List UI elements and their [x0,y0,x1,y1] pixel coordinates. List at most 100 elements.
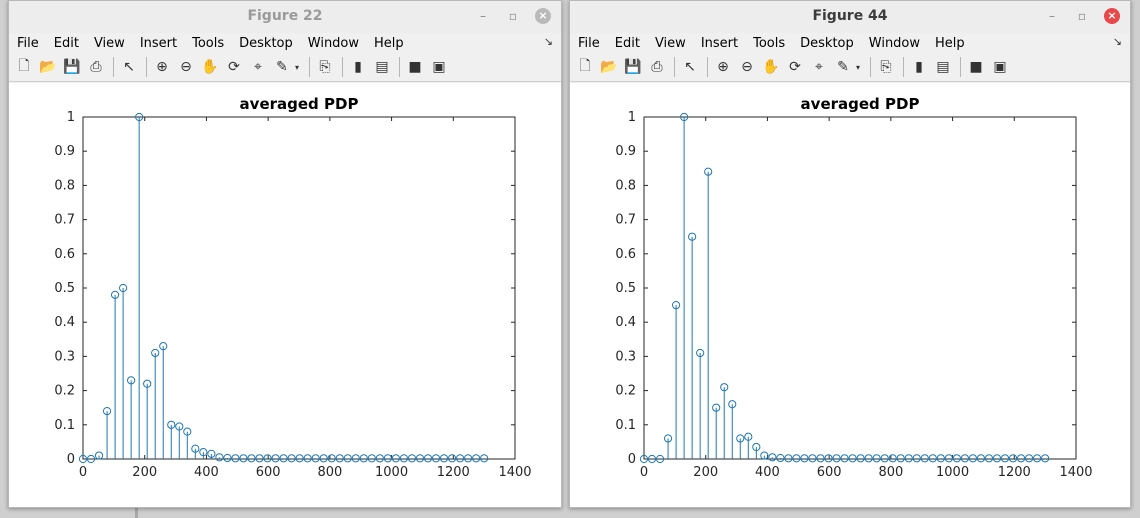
stem-marker [239,454,248,463]
brush-dropdown-icon[interactable]: ▾ [856,62,861,72]
data-cursor-icon[interactable]: ⌖ [815,59,823,75]
pointer-icon[interactable]: ↖ [123,59,135,75]
save-icon[interactable]: 💾 [63,59,81,75]
show-plot-tools-icon[interactable]: ▣ [432,59,446,75]
new-figure-icon[interactable]: 🗋 [579,58,591,74]
zoom-out-icon[interactable]: ⊖ [180,59,192,75]
figure-window-44[interactable]: Figure 44 – ▫ × File Edit View Insert To… [569,0,1131,508]
y-tick-label: 0.4 [615,315,636,330]
stem-marker [671,301,681,310]
menu-edit[interactable]: Edit [53,35,79,51]
figure-window-22[interactable]: Figure 22 – ▫ × File Edit View Insert To… [8,0,562,508]
link-plot-icon[interactable]: ⎘ [880,59,892,75]
pan-hand-icon[interactable]: ✋ [201,59,219,75]
colorbar-icon[interactable]: ▮ [354,59,362,75]
menu-help[interactable]: Help [374,35,404,51]
menu-desktop[interactable]: Desktop [239,35,293,51]
stem-marker [167,420,176,429]
menu-file[interactable]: File [17,35,39,51]
open-folder-icon[interactable]: 📂 [600,59,618,75]
rotate-3d-icon[interactable]: ⟳ [789,59,801,75]
x-tick-label: 600 [256,465,281,480]
hide-plot-tools-icon[interactable]: ■ [969,59,983,75]
stem-marker [375,454,384,463]
y-tick-label: 0.8 [54,178,75,193]
open-folder-icon[interactable]: 📂 [39,59,57,75]
stem-marker [480,454,489,463]
colorbar-icon[interactable]: ▮ [915,59,923,75]
stem-marker [143,379,152,388]
menu-view[interactable]: View [93,35,125,51]
minimize-icon[interactable]: – [480,9,486,23]
restore-icon[interactable]: ▫ [1077,9,1087,23]
stem-marker [231,454,240,463]
brush-dropdown-icon[interactable]: ▾ [295,62,300,72]
data-cursor-icon[interactable]: ⌖ [254,59,262,75]
save-icon[interactable]: 💾 [624,59,642,75]
menu-bar: File Edit View Insert Tools Desktop Wind… [570,33,1130,53]
stem-marker [920,454,929,463]
menu-file[interactable]: File [578,35,600,51]
new-figure-icon[interactable]: 🗋 [18,58,30,74]
stem-marker [367,454,376,463]
stem-marker [888,454,897,463]
brush-icon[interactable]: ✎ [276,59,288,75]
menu-desktop[interactable]: Desktop [800,35,854,51]
minimize-icon[interactable]: – [1049,9,1055,23]
figure-canvas[interactable]: averaged PDP 0 200 400 600 800 1000 1200 1400 0 0.… [570,83,1130,507]
pan-hand-icon[interactable]: ✋ [762,59,780,75]
zoom-out-icon[interactable]: ⊖ [741,59,753,75]
rotate-3d-icon[interactable]: ⟳ [228,59,240,75]
menu-edit[interactable]: Edit [614,35,640,51]
menu-insert[interactable]: Insert [700,35,739,51]
hide-plot-tools-icon[interactable]: ■ [408,59,422,75]
legend-icon[interactable]: ▤ [375,59,389,75]
restore-icon[interactable]: ▫ [508,9,518,23]
figure-canvas[interactable]: averaged PDP 0 200 400 600 800 1000 1200 1400 0 0.… [9,83,561,507]
stem-marker [247,454,256,463]
brush-icon[interactable]: ✎ [837,59,849,75]
zoom-in-icon[interactable]: ⊕ [717,59,729,75]
menu-window[interactable]: Window [868,35,921,51]
stem-marker [311,454,320,463]
close-icon[interactable]: × [1104,8,1120,24]
title-bar[interactable]: Figure 44 – ▫ × [570,1,1130,33]
dock-icon[interactable]: ↘ [543,35,553,48]
legend-icon[interactable]: ▤ [936,59,950,75]
y-tick-label: 0 [67,452,75,467]
stem-marker [944,454,953,463]
show-plot-tools-icon[interactable]: ▣ [993,59,1007,75]
print-icon[interactable]: ⎙ [651,59,663,75]
pointer-icon[interactable]: ↖ [684,59,696,75]
y-tick-label: 0 [628,452,636,467]
menu-tools[interactable]: Tools [192,35,225,51]
title-bar[interactable]: Figure 22 – ▫ × [9,1,561,33]
menu-view[interactable]: View [654,35,686,51]
menu-insert[interactable]: Insert [139,35,178,51]
y-tick-label: 0.3 [54,349,75,364]
stem-marker [647,454,657,464]
stem-marker [1008,454,1018,463]
stem-marker [984,454,994,463]
link-plot-icon[interactable]: ⎘ [319,59,331,75]
menu-tools[interactable]: Tools [753,35,786,51]
stem-marker [832,454,841,463]
stem-marker [463,454,473,463]
stem-marker [319,454,328,463]
menu-window[interactable]: Window [307,35,360,51]
menu-help[interactable]: Help [935,35,965,51]
close-icon[interactable]: × [535,8,551,24]
stem-marker [776,453,785,463]
dock-icon[interactable]: ↘ [1112,35,1122,48]
zoom-in-icon[interactable]: ⊕ [156,59,168,75]
stem-marker [752,442,761,452]
x-tick-label: 200 [132,465,157,480]
stem-marker [824,454,833,463]
print-icon[interactable]: ⎙ [90,59,102,75]
axes-box [82,116,516,460]
y-tick-label: 0.7 [615,213,636,228]
stem-marker [1033,454,1042,463]
stem-marker [207,449,216,458]
stem-marker [816,454,825,463]
stem-marker [159,342,168,351]
